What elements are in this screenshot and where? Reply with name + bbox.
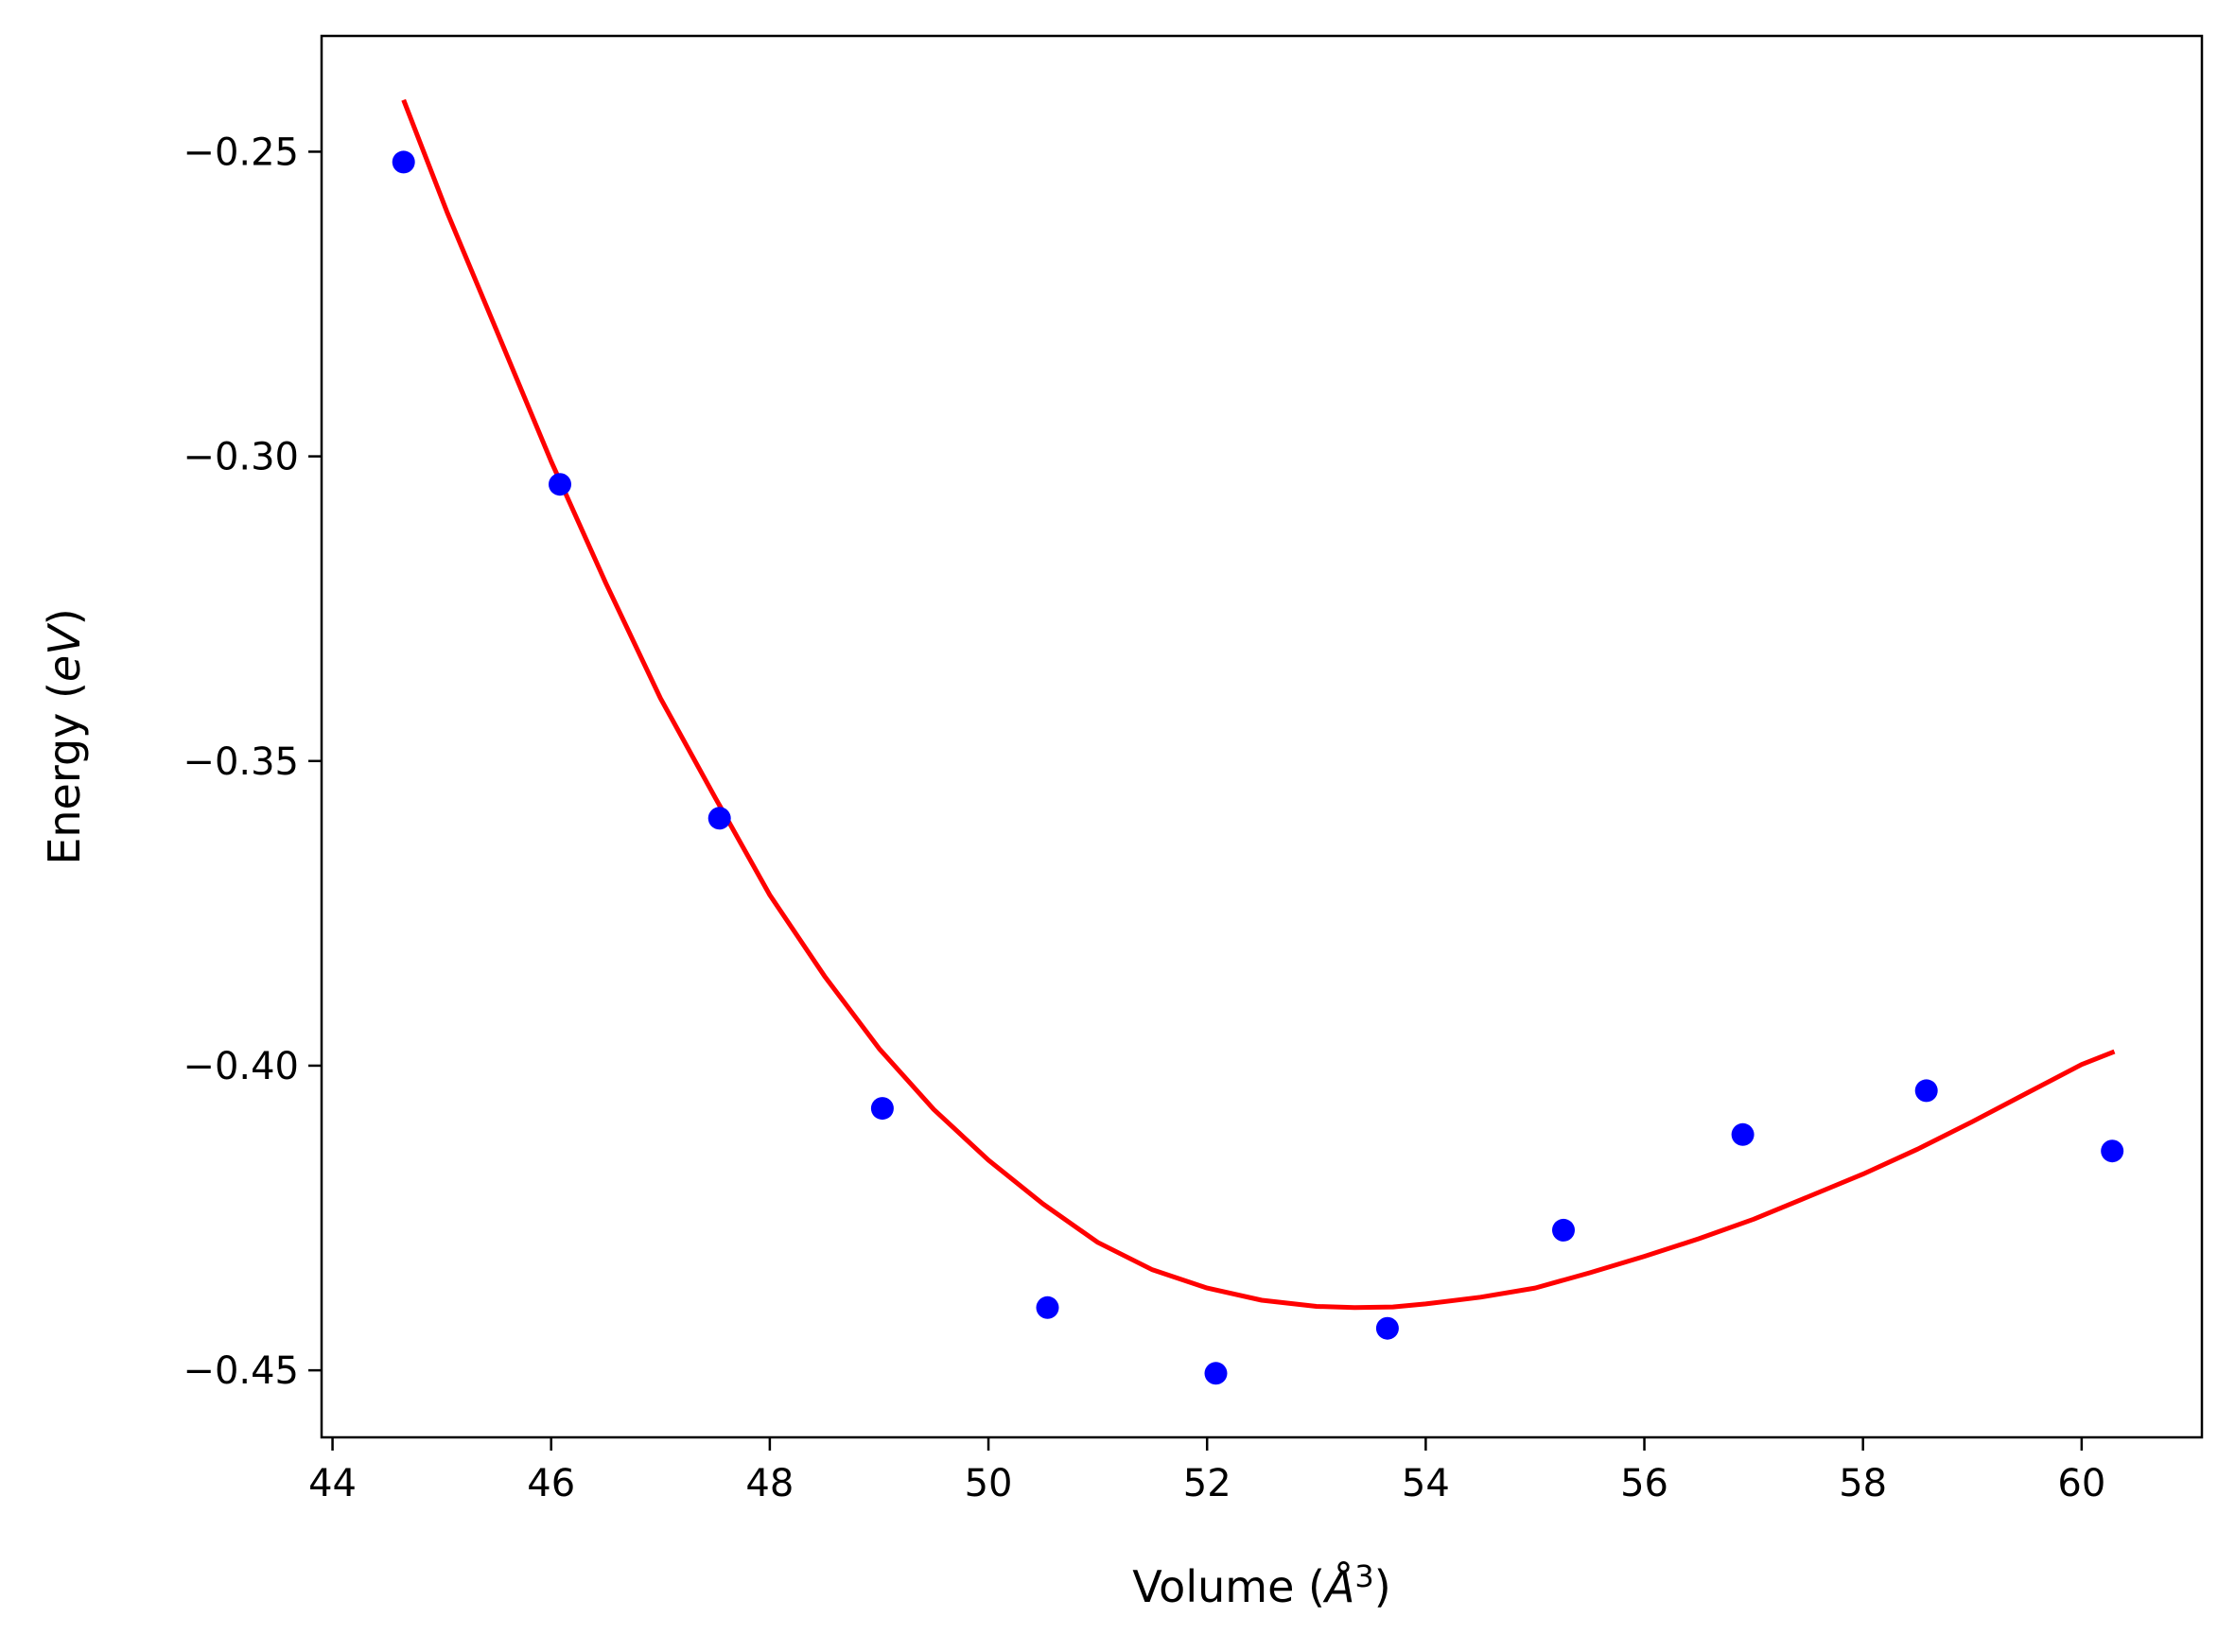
x-tick-label: 60 bbox=[2057, 1462, 2105, 1505]
data-point bbox=[1552, 1218, 1575, 1242]
fit-curve bbox=[401, 98, 2116, 1311]
data-point bbox=[1731, 1122, 1755, 1146]
y-tick-label: −0.25 bbox=[183, 130, 299, 174]
x-axis: 44 46 48 50 52 54 56 58 60 bbox=[308, 1437, 2105, 1505]
x-tick-label: 44 bbox=[308, 1462, 357, 1505]
data-point bbox=[2101, 1139, 2124, 1163]
y-axis: −0.25 −0.30 −0.35 −0.40 −0.45 bbox=[183, 130, 322, 1393]
data-point bbox=[1914, 1079, 1938, 1103]
plot-frame bbox=[320, 34, 2204, 1439]
x-axis-label: Volume (Å3) bbox=[1132, 1558, 1390, 1612]
y-tick-label: −0.30 bbox=[183, 436, 299, 479]
data-point bbox=[392, 150, 415, 174]
x-tick-label: 58 bbox=[1839, 1462, 1887, 1505]
x-tick-label: 50 bbox=[965, 1462, 1013, 1505]
plot-marks bbox=[392, 98, 2124, 1385]
data-point bbox=[1036, 1296, 1059, 1319]
x-tick-label: 52 bbox=[1183, 1462, 1231, 1505]
y-axis-label: Energy (eV) bbox=[39, 608, 90, 864]
data-point bbox=[1375, 1316, 1399, 1340]
x-tick-label: 48 bbox=[745, 1462, 794, 1505]
x-tick-label: 54 bbox=[1402, 1462, 1450, 1505]
data-point bbox=[707, 807, 731, 830]
x-tick-label: 46 bbox=[527, 1462, 575, 1505]
data-point bbox=[870, 1097, 894, 1121]
x-tick-label: 56 bbox=[1620, 1462, 1668, 1505]
y-tick-label: −0.35 bbox=[183, 740, 299, 784]
y-tick-label: −0.45 bbox=[183, 1349, 299, 1393]
data-point bbox=[549, 473, 571, 496]
y-tick-label: −0.40 bbox=[183, 1045, 299, 1088]
data-point bbox=[1204, 1362, 1228, 1385]
